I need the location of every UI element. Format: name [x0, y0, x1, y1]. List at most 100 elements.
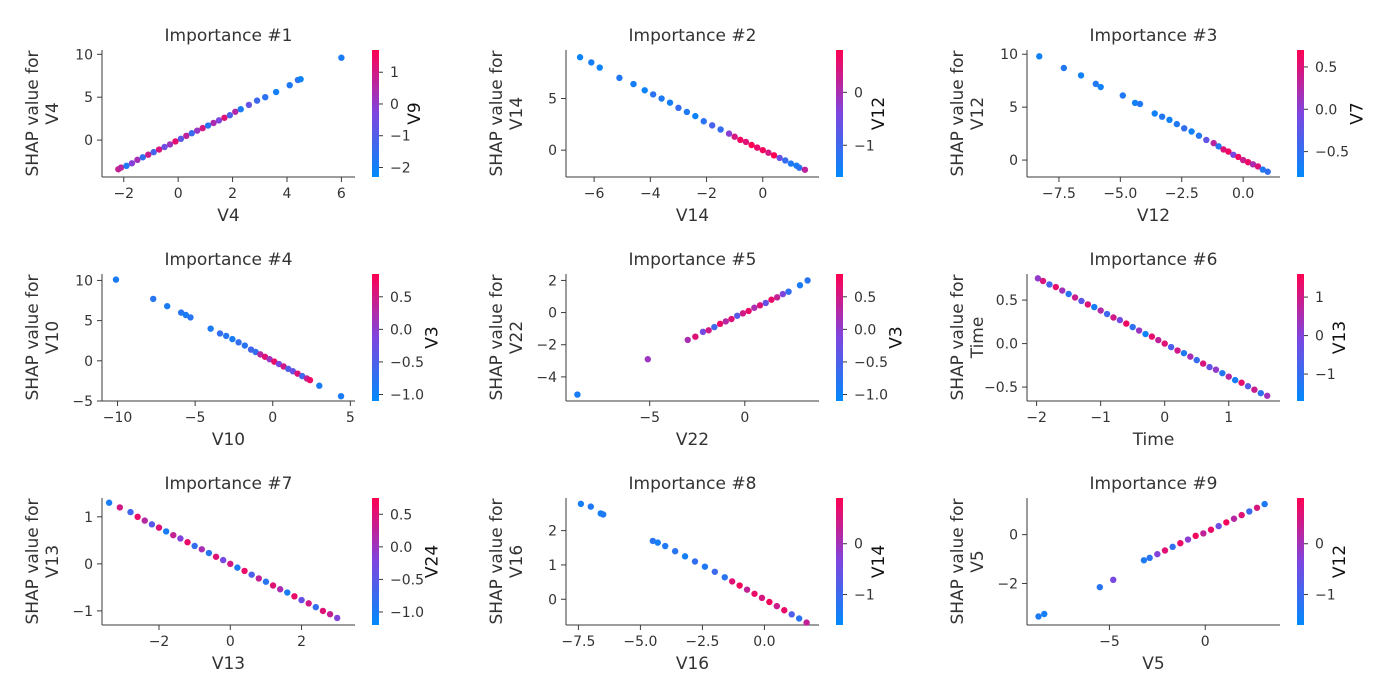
scatter-point [183, 132, 190, 140]
x-tick-label: 0.0 [753, 634, 775, 650]
scatter-point [742, 138, 750, 146]
colorbar-tick-label: 0.0 [1315, 102, 1337, 118]
scatter-point [1223, 519, 1230, 526]
scatter-point [1251, 386, 1258, 393]
scatter-point [1239, 156, 1247, 164]
scatter-point [1225, 148, 1232, 155]
scatter-point [588, 59, 595, 66]
scatter-point [1146, 554, 1153, 562]
scatter-point [184, 539, 191, 546]
chart-title: Importance #9 [1090, 474, 1218, 494]
chart-title: Importance #4 [165, 250, 293, 270]
x-tick-label: −2 [1026, 410, 1047, 426]
scatter-point [796, 164, 803, 171]
colorbar-tick-label: 0.0 [390, 322, 412, 338]
colorbar-label: V3 [886, 326, 906, 348]
x-axis-label: V4 [217, 206, 239, 226]
scatter-point [1154, 550, 1161, 558]
scatter-point [1180, 349, 1188, 357]
colorbar-tick-label: −1.0 [854, 387, 888, 403]
scatter-point [785, 288, 792, 295]
scatter-point [1167, 343, 1175, 351]
scatter-point [150, 295, 157, 303]
y-tick-label: 1 [548, 558, 557, 574]
scatter-point [1078, 297, 1085, 305]
x-axis-label: Time [1132, 430, 1175, 450]
scatter-point [150, 148, 157, 156]
scatter-point [692, 333, 699, 340]
y-axis-label-line-1: SHAP value for [948, 498, 968, 624]
scatter-point [145, 151, 152, 158]
scatter-point [117, 164, 125, 171]
scatter-point [215, 117, 223, 124]
scatter-point [226, 112, 234, 119]
scatter-point [298, 596, 305, 604]
colorbar-tick-label: 0 [854, 85, 863, 101]
scatter-point [253, 97, 261, 104]
scatter-point [683, 108, 691, 116]
scatter-point [691, 558, 699, 565]
scatter-point [600, 511, 607, 518]
colorbar-tick-label: 0.5 [390, 507, 412, 523]
scatter-point [1244, 158, 1252, 166]
x-tick-label: −2 [149, 634, 170, 650]
scatter-point [1169, 543, 1176, 551]
scatter-point [748, 141, 755, 149]
scatter-point [773, 294, 781, 301]
scatter-point [1174, 347, 1181, 354]
y-tick-label: −1 [72, 604, 93, 620]
scatter-point [716, 320, 724, 328]
colorbar-label: V14 [869, 545, 889, 578]
scatter-point [205, 549, 213, 557]
scatter-point [227, 560, 234, 568]
x-tick-label: −4 [640, 186, 661, 202]
scatter-point [649, 537, 657, 545]
colorbar-label: V7 [1347, 102, 1367, 124]
x-axis-label: V13 [212, 654, 245, 674]
scatter-point [1177, 539, 1184, 547]
x-tick-label: 0 [758, 186, 767, 202]
scatter-point [756, 302, 764, 309]
scatter-point [708, 122, 716, 129]
scatter-point [338, 54, 345, 61]
scatter-point [127, 508, 134, 516]
colorbar-tick-label: 0 [854, 537, 863, 553]
scatter-point [191, 542, 198, 550]
scatter-point [1091, 303, 1098, 311]
x-tick-label: 6 [337, 186, 346, 202]
chart-title: Importance #3 [1090, 26, 1218, 46]
scatter-point [1071, 294, 1079, 301]
y-axis-label-line-1: SHAP value for [487, 498, 507, 624]
scatter-point [1046, 281, 1053, 288]
scatter-point [1192, 532, 1199, 540]
scatter-point [795, 615, 803, 622]
scatter-point [1131, 99, 1139, 107]
scatter-point [333, 614, 341, 622]
scatter-point [1158, 113, 1166, 120]
scatter-point [788, 611, 795, 618]
colorbar-label: V3 [422, 326, 442, 348]
y-tick-label: 5 [1009, 100, 1018, 116]
scatter-point [1059, 287, 1066, 294]
y-tick-label: 0 [84, 557, 93, 573]
y-tick-label: 0 [548, 306, 557, 322]
scatter-point [1238, 511, 1245, 519]
y-tick-label: 0 [1009, 528, 1018, 544]
scatter-points [1036, 53, 1271, 175]
x-axis-label: V5 [1142, 654, 1164, 674]
x-tick-label: −7.5 [1042, 186, 1076, 202]
x-tick-label: 0 [1160, 410, 1169, 426]
scatter-point [587, 503, 595, 510]
x-tick-label: 2 [297, 634, 306, 650]
scatter-point [134, 156, 141, 164]
scatter-point [728, 578, 736, 585]
scatter-point [1215, 522, 1222, 530]
scatter-points [105, 499, 341, 622]
x-tick-label: 0 [740, 410, 749, 426]
scatter-point [306, 376, 314, 384]
scatter-point [1225, 373, 1232, 380]
scatter-point [312, 603, 320, 611]
